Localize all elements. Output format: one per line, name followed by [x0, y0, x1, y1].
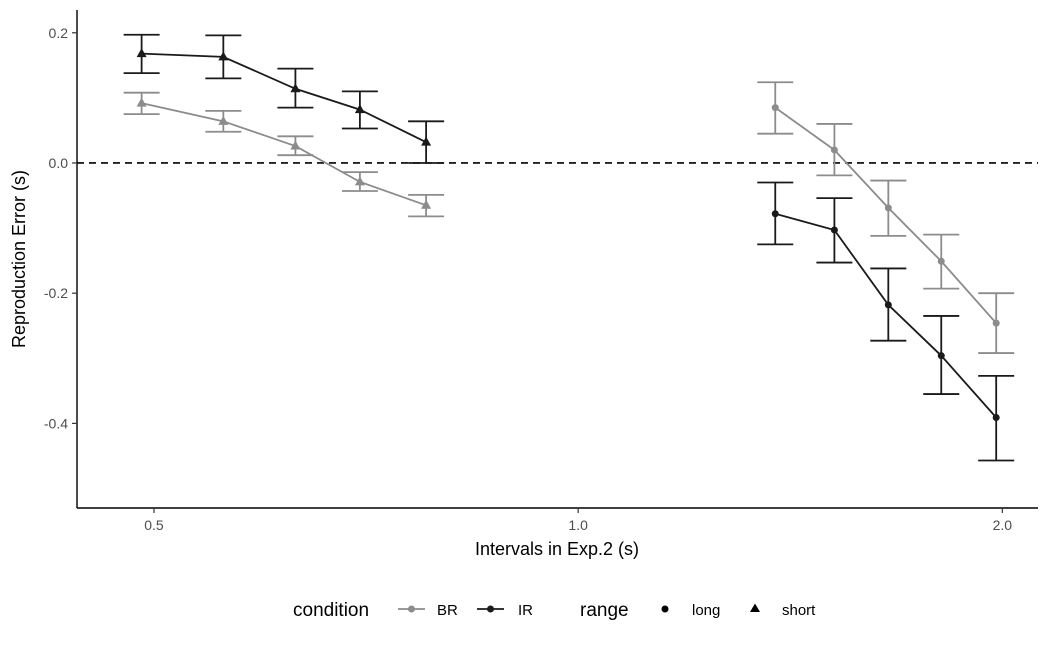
x-tick-label: 2.0: [993, 517, 1013, 533]
data-point-circle: [771, 210, 779, 218]
data-point-circle: [771, 104, 779, 112]
data-point-circle: [992, 319, 1000, 327]
legend: condition BR IR range long short: [293, 600, 816, 621]
legend-title-condition: condition: [293, 600, 369, 621]
data-point-circle: [884, 204, 892, 212]
x-ticks: 0.5 1.0 2.0: [144, 508, 1012, 533]
data-point-circle: [937, 257, 945, 265]
data-point-triangle: [290, 83, 301, 93]
data-point-triangle: [136, 97, 147, 107]
data-point-circle: [937, 352, 945, 360]
series-ir-long: [757, 181, 1015, 462]
data-point-circle: [884, 301, 892, 309]
data-point-circle: [830, 226, 838, 234]
legend-label-long: long: [692, 602, 720, 619]
data-point-circle: [992, 414, 1000, 422]
legend-key-br-dot: [408, 605, 415, 613]
x-tick-label: 0.5: [144, 517, 164, 533]
series-line: [141, 102, 427, 207]
data-point-triangle: [136, 48, 147, 58]
data-point-triangle: [354, 104, 365, 114]
data-point-circle: [830, 146, 838, 154]
series-br-long: [757, 81, 1015, 354]
series-line: [775, 212, 997, 419]
legend-title-range: range: [580, 600, 629, 621]
data-point-triangle: [218, 115, 229, 125]
plot-area: [77, 33, 1038, 462]
y-ticks: 0.2 0.0 -0.2 -0.4: [44, 25, 77, 431]
y-tick-label: 0.0: [49, 155, 69, 171]
data-point-triangle: [421, 136, 432, 146]
data-point-triangle: [421, 199, 432, 209]
y-tick-label: 0.2: [49, 25, 69, 41]
legend-key-long-circle: [661, 605, 669, 613]
legend-label-ir: IR: [518, 602, 533, 619]
y-tick-label: -0.2: [44, 285, 68, 301]
series-line: [141, 52, 427, 143]
legend-label-short: short: [782, 602, 816, 619]
series-br-short: [123, 91, 445, 218]
legend-label-br: BR: [437, 602, 458, 619]
series-ir-short: [123, 33, 445, 164]
data-point-triangle: [218, 51, 229, 61]
legend-key-short-triangle: [750, 603, 760, 612]
y-tick-label: -0.4: [44, 415, 68, 431]
x-axis-title: Intervals in Exp.2 (s): [475, 539, 639, 559]
legend-key-ir-dot: [487, 605, 494, 613]
data-point-triangle: [290, 140, 301, 150]
series-line: [774, 106, 997, 324]
data-point-triangle: [354, 176, 365, 186]
y-axis-title: Reproduction Error (s): [9, 170, 29, 348]
x-tick-label: 1.0: [568, 517, 588, 533]
